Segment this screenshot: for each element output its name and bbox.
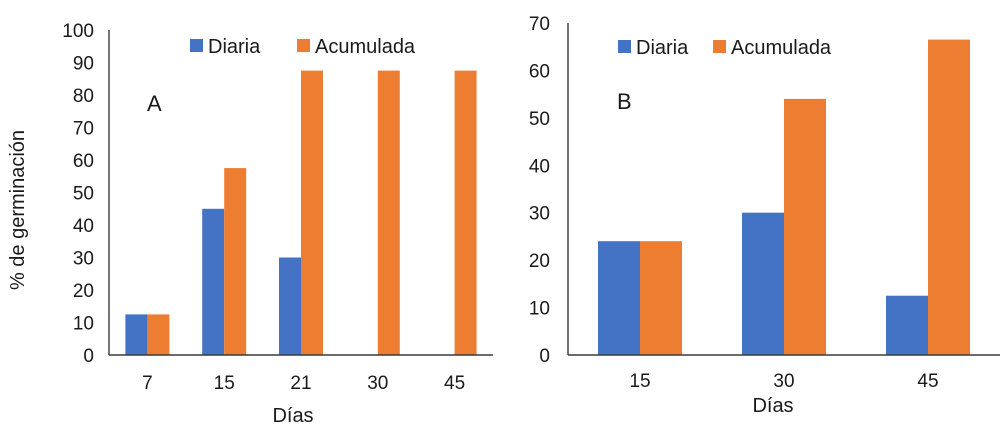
legend-label-diaria: Diaria — [208, 36, 261, 58]
panel-b: 0 10 20 30 40 50 60 70 15 30 45 Días Diaria Acumulada… — [529, 14, 1000, 417]
x-tick-label: 21 — [290, 373, 311, 394]
bar-acumulada-15 — [640, 241, 682, 355]
bar-acumulada-30 — [377, 70, 400, 355]
panel-a: 0 10 20 30 40 50 60 70 80 90 100 7 15 21 30 45 Días % de … — [7, 21, 493, 427]
legend-swatch-acumulada — [713, 40, 726, 53]
y-tick-label: 90 — [73, 54, 94, 75]
bar-acumulada-15 — [224, 168, 247, 355]
y-tick-label: 70 — [73, 119, 94, 140]
y-tick-label: 50 — [73, 184, 94, 205]
bar-diaria-15 — [598, 241, 640, 355]
legend-label-acumulada: Acumulada — [731, 37, 832, 59]
bar-diaria-45 — [886, 295, 928, 355]
bar-acumulada-7 — [147, 314, 170, 355]
bar-diaria-30 — [742, 212, 784, 355]
x-tick-label: 30 — [773, 371, 794, 392]
x-tick-label: 30 — [367, 373, 388, 394]
legend-label-diaria: Diaria — [636, 37, 689, 59]
x-tick-label: 7 — [142, 373, 153, 394]
x-axis-title: Días — [272, 405, 313, 424]
y-tick-label: 20 — [73, 281, 94, 302]
x-tick-label: 45 — [444, 373, 465, 394]
bar-diaria-21 — [279, 257, 301, 355]
bar-diaria-15 — [202, 208, 225, 356]
bar-acumulada-45 — [454, 70, 477, 355]
y-tick-label: 60 — [529, 61, 550, 82]
panel-label: A — [147, 91, 162, 116]
y-tick-label: 50 — [529, 109, 550, 130]
y-axis-title: % de germinación — [7, 130, 29, 290]
y-tick-label: 0 — [539, 346, 550, 367]
bar-acumulada-30 — [784, 98, 826, 356]
x-tick-label: 45 — [917, 371, 938, 392]
legend-swatch-acumulada — [297, 39, 310, 52]
legend-label-acumulada: Acumulada — [315, 36, 416, 58]
x-tick-label: 15 — [629, 371, 650, 392]
y-tick-label: 0 — [83, 346, 94, 367]
bar-diaria-7 — [125, 314, 148, 355]
y-tick-label: 30 — [529, 204, 550, 225]
legend-swatch-diaria — [618, 40, 631, 53]
bar-acumulada-21 — [301, 70, 323, 355]
y-tick-label: 40 — [73, 216, 94, 237]
y-tick-label: 100 — [62, 21, 94, 42]
y-tick-label: 70 — [529, 14, 550, 35]
y-tick-label: 30 — [73, 249, 94, 270]
y-tick-label: 60 — [73, 151, 94, 172]
panel-label: B — [617, 89, 632, 114]
y-tick-label: 10 — [529, 299, 550, 320]
y-tick-label: 20 — [529, 251, 550, 272]
y-tick-label: 10 — [73, 314, 94, 335]
y-tick-label: 80 — [73, 86, 94, 107]
legend-swatch-diaria — [190, 39, 203, 52]
x-axis-title: Días — [752, 395, 793, 417]
y-tick-label: 40 — [529, 156, 550, 177]
bar-acumulada-45 — [928, 39, 970, 355]
x-tick-label: 15 — [214, 373, 235, 394]
